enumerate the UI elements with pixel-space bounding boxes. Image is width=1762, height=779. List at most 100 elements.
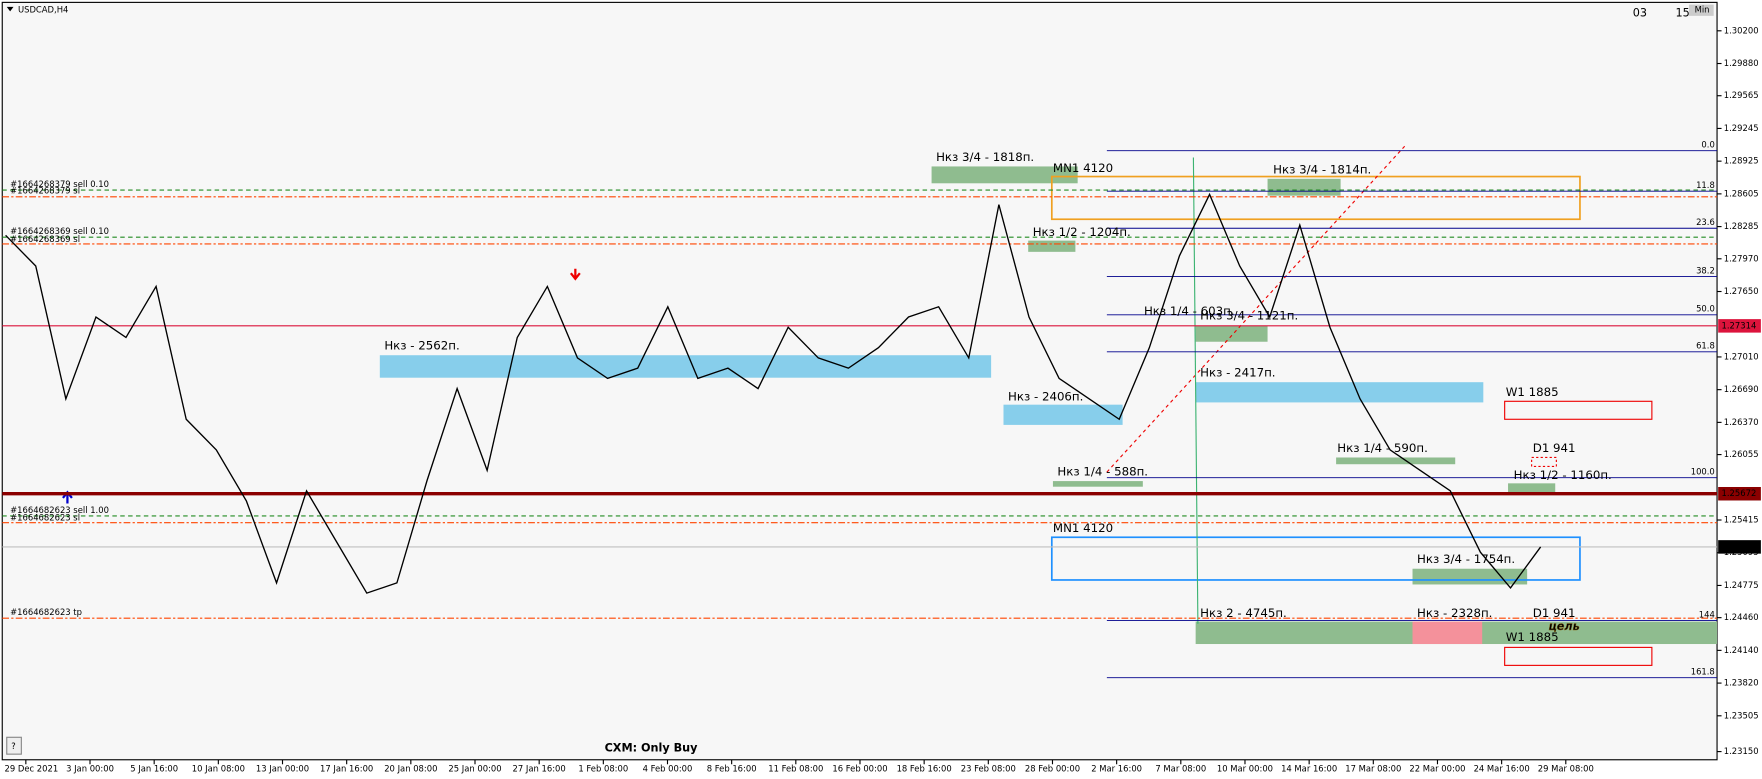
x-tick-label: 20 Jan 08:00 bbox=[384, 763, 437, 773]
zone bbox=[1003, 404, 1123, 425]
price-label: 1.25152 bbox=[1722, 541, 1757, 551]
zone-label: Нкз - 2328п. bbox=[1417, 606, 1492, 620]
fibo-label: 161.8 bbox=[1691, 667, 1715, 677]
x-tick-label: 22 Mar 00:00 bbox=[1409, 763, 1465, 773]
fibo-label: 11.8 bbox=[1696, 180, 1715, 190]
y-tick-label: 1.28605 bbox=[1724, 188, 1759, 198]
x-tick-label: 29 Mar 08:00 bbox=[1538, 763, 1594, 773]
zone-label: Нкз 1/4 - 588п. bbox=[1057, 465, 1148, 479]
x-tick-label: 29 Dec 2021 bbox=[4, 763, 58, 773]
zone-label: Нкз 3/4 - 1814п. bbox=[1273, 162, 1371, 176]
order-label: #1664268369 sl bbox=[10, 234, 80, 244]
order-label: #1664682623 sell 1.00 bbox=[10, 505, 109, 515]
price-label-box bbox=[1718, 540, 1761, 554]
x-tick-label: 14 Mar 16:00 bbox=[1281, 763, 1337, 773]
y-tick-label: 1.27010 bbox=[1724, 351, 1759, 361]
order-label: #1664268369 sell 0.10 bbox=[10, 226, 109, 236]
price-label-box bbox=[1718, 486, 1761, 501]
zone-label: Нкз 3/4 - 1754п. bbox=[1417, 552, 1515, 566]
y-tick-label: 1.23505 bbox=[1724, 710, 1759, 720]
x-tick-label: 7 Mar 08:00 bbox=[1155, 763, 1206, 773]
zone-label: W1 1885 bbox=[1506, 385, 1559, 399]
x-tick-label: 5 Jan 16:00 bbox=[130, 763, 178, 773]
zone bbox=[1267, 178, 1341, 196]
zone bbox=[1412, 621, 1483, 645]
zone bbox=[1052, 481, 1143, 487]
fibo-label: 144 bbox=[1699, 609, 1715, 619]
zone-label: Нкз - 2417п. bbox=[1200, 366, 1275, 380]
zone-label: D1 941 bbox=[1533, 441, 1576, 455]
zone-label: Нкз 1/2 - 1204п. bbox=[1033, 225, 1131, 239]
y-tick-label: 1.28285 bbox=[1724, 221, 1759, 231]
zone bbox=[1336, 457, 1456, 465]
y-tick-label: 1.23150 bbox=[1724, 746, 1759, 756]
fibo-label: 23.6 bbox=[1696, 217, 1715, 227]
y-tick-label: 1.26370 bbox=[1724, 417, 1759, 427]
x-tick-label: 18 Feb 16:00 bbox=[897, 763, 952, 773]
x-tick-label: 25 Jan 00:00 bbox=[448, 763, 501, 773]
x-tick-label: 3 Jan 00:00 bbox=[66, 763, 114, 773]
zone bbox=[1412, 568, 1528, 585]
zone-box bbox=[1504, 400, 1653, 420]
zone-label: W1 1885 bbox=[1506, 630, 1559, 644]
price-label: 1.27314 bbox=[1722, 320, 1757, 330]
y-tick-label: 1.26690 bbox=[1724, 384, 1759, 394]
order-label: #1664682623 tp bbox=[10, 607, 82, 617]
plot-area bbox=[1, 1, 1718, 761]
x-tick-label: 10 Mar 00:00 bbox=[1217, 763, 1273, 773]
zone-label: D1 941 bbox=[1533, 606, 1576, 620]
order-label: #1664268379 sl bbox=[10, 186, 80, 196]
zone-label: MN1 4120 bbox=[1053, 521, 1113, 535]
y-tick-label: 1.29880 bbox=[1724, 58, 1759, 68]
layout bbox=[6, 6, 1718, 666]
y-tick-label: 1.30200 bbox=[1724, 25, 1759, 35]
status: CXM: Only Buy bbox=[605, 742, 699, 755]
y-tick-label: 1.29565 bbox=[1724, 90, 1759, 100]
min-button[interactable] bbox=[1688, 4, 1714, 16]
zone bbox=[1195, 382, 1484, 403]
y-tick-label: 1.24775 bbox=[1724, 580, 1759, 590]
x-tick-label: 11 Feb 08:00 bbox=[768, 763, 823, 773]
zone-label: Нкз 3/4 - 1121п. bbox=[1200, 308, 1298, 322]
y-tick-label: 1.28925 bbox=[1724, 156, 1759, 166]
x-tick-label: 2 Mar 16:00 bbox=[1091, 763, 1142, 773]
timer-seconds: 15 bbox=[1675, 7, 1689, 20]
y-tick-label: 1.29245 bbox=[1724, 123, 1759, 133]
x-tick-label: 27 Jan 16:00 bbox=[513, 763, 566, 773]
x-tick-label: 24 Mar 16:00 bbox=[1474, 763, 1530, 773]
price-label: 1.25672 bbox=[1722, 488, 1757, 498]
y-tick-label: 1.27970 bbox=[1724, 253, 1759, 263]
menu-arrow bbox=[6, 6, 14, 12]
fibo-label: 61.8 bbox=[1696, 341, 1715, 351]
help-button[interactable] bbox=[6, 736, 22, 755]
price-line bbox=[5, 192, 1542, 594]
x-tick-label: 1 Feb 08:00 bbox=[578, 763, 628, 773]
x-tick-label: 17 Jan 16:00 bbox=[320, 763, 373, 773]
zone-label: Нкз 1/2 - 1160п. bbox=[1514, 468, 1612, 482]
zone bbox=[1028, 240, 1076, 252]
x-tick-label: 28 Feb 00:00 bbox=[1025, 763, 1080, 773]
zone bbox=[379, 355, 992, 378]
x-tick-label: 16 Feb 00:00 bbox=[832, 763, 887, 773]
order-label: #1664682623 sl bbox=[10, 513, 80, 523]
x-tick-label: 13 Jan 00:00 bbox=[256, 763, 309, 773]
y-tick-label: 1.25415 bbox=[1724, 515, 1759, 525]
y-tick-label: 1.24140 bbox=[1724, 645, 1759, 655]
fibo-label: 50.0 bbox=[1696, 304, 1715, 314]
zone-label: Нкз 1/4 - 590п. bbox=[1337, 441, 1428, 455]
target-label: цель bbox=[1548, 620, 1579, 633]
order-label: #1664268379 sell 0.10 bbox=[10, 179, 109, 189]
min-button-label: Min bbox=[1695, 5, 1710, 15]
price-label-box bbox=[1718, 319, 1761, 333]
zone-label: Нкз 3/4 - 1818п. bbox=[936, 150, 1034, 164]
fibo-label: 38.2 bbox=[1696, 265, 1715, 275]
zone-label: Нкз - 2562п. bbox=[384, 339, 459, 353]
zone-box bbox=[1531, 456, 1557, 468]
x-tick-label: 8 Feb 16:00 bbox=[707, 763, 757, 773]
zone bbox=[1508, 483, 1556, 495]
zone-label: Нкз 1/4 - 603п. bbox=[1144, 304, 1235, 318]
zone bbox=[1195, 326, 1268, 342]
zone-box bbox=[1050, 536, 1581, 581]
